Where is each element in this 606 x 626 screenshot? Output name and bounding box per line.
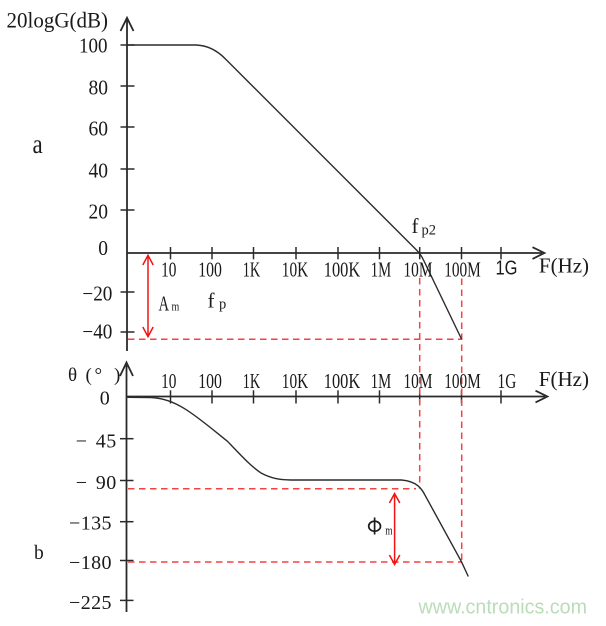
svg-text:f: f (412, 214, 419, 238)
svg-text:80: 80 (88, 77, 108, 100)
svg-text:10M: 10M (404, 370, 433, 393)
svg-text:m: m (385, 524, 392, 538)
svg-text:1K: 1K (243, 369, 260, 392)
svg-text:100: 100 (198, 370, 222, 394)
svg-text:60: 60 (88, 118, 108, 141)
svg-text:100M: 100M (444, 258, 481, 281)
svg-text:20logG(dB): 20logG(dB) (7, 8, 109, 33)
svg-text:www.cntronics.com: www.cntronics.com (418, 596, 587, 619)
svg-text:1G: 1G (495, 256, 517, 279)
svg-text:−: − (76, 472, 87, 494)
svg-text:−40: −40 (82, 321, 112, 344)
svg-text:−135: −135 (69, 513, 112, 535)
svg-text:b: b (34, 543, 44, 564)
svg-text:−20: −20 (82, 283, 112, 306)
svg-text:100: 100 (198, 258, 222, 282)
svg-text:0: 0 (98, 237, 108, 260)
svg-text:F(Hz): F(Hz) (539, 254, 589, 278)
svg-text:1M: 1M (371, 258, 391, 281)
svg-text:p2: p2 (422, 223, 437, 239)
svg-text:f: f (208, 289, 215, 313)
svg-text:F(Hz): F(Hz) (539, 367, 589, 391)
svg-text:°: ° (95, 365, 103, 386)
svg-text:(: ( (86, 365, 92, 386)
svg-text:10K: 10K (282, 370, 309, 393)
svg-text:−180: −180 (69, 552, 112, 574)
svg-text:10K: 10K (282, 258, 309, 281)
svg-text:θ: θ (68, 365, 77, 386)
svg-text:10M: 10M (404, 258, 433, 281)
svg-text:p: p (219, 297, 226, 313)
svg-text:100K: 100K (324, 370, 361, 393)
svg-text:10: 10 (161, 258, 176, 281)
svg-text:10: 10 (161, 370, 176, 393)
svg-text:1K: 1K (243, 258, 260, 281)
svg-text:100: 100 (79, 35, 107, 58)
svg-text:A: A (159, 292, 170, 315)
svg-text:45: 45 (96, 431, 117, 453)
svg-text:m: m (172, 301, 180, 314)
svg-text:90: 90 (96, 472, 117, 494)
svg-text:100M: 100M (444, 370, 481, 393)
svg-text:1G: 1G (498, 370, 517, 393)
svg-text:20: 20 (88, 201, 108, 224)
svg-text:a: a (33, 130, 43, 159)
svg-text:100K: 100K (324, 259, 361, 282)
svg-text:40: 40 (88, 160, 108, 183)
svg-text:): ) (114, 365, 120, 386)
svg-text:0: 0 (100, 388, 110, 410)
svg-text:−225: −225 (69, 592, 112, 614)
svg-text:−: − (76, 431, 87, 453)
svg-text:1M: 1M (371, 369, 391, 392)
